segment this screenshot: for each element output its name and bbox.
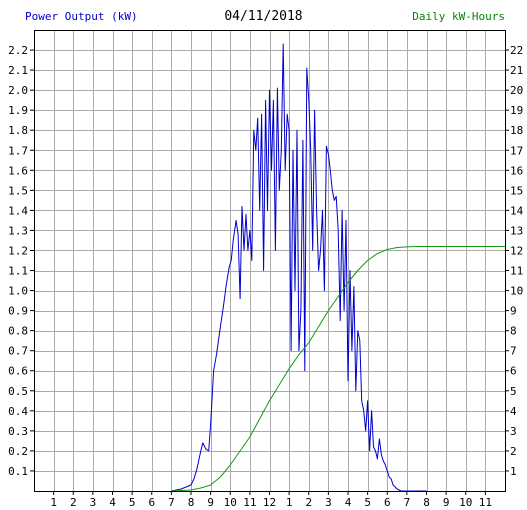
right-tick-label: 22 <box>510 44 523 57</box>
left-tick-label: 0.6 <box>8 365 28 378</box>
right-axis-title: Daily kW-Hours <box>412 10 505 23</box>
left-tick-label: 2.1 <box>8 64 28 77</box>
x-tick-label: 2 <box>305 496 312 509</box>
x-tick-label: 11 <box>243 496 256 509</box>
left-tick-label: 0.2 <box>8 445 28 458</box>
x-tick-label: 7 <box>404 496 411 509</box>
left-tick-label: 1.4 <box>8 204 28 217</box>
x-tick-label: 5 <box>129 496 136 509</box>
x-tick-label: 9 <box>443 496 450 509</box>
right-tick-label: 21 <box>510 64 523 77</box>
x-tick-label: 10 <box>224 496 237 509</box>
left-tick-label: 1.7 <box>8 144 28 157</box>
left-tick-label: 0.7 <box>8 345 28 358</box>
x-tick-label: 12 <box>263 496 276 509</box>
x-axis-ticks: 1 2 3 4 5 6 7 8 9 10 11 12 1 2 3 4 5 6 7 8 9 10 11 <box>50 491 492 509</box>
x-tick-label: 5 <box>364 496 371 509</box>
right-tick-label: 4 <box>510 405 517 418</box>
x-tick-label: 6 <box>148 496 155 509</box>
right-tick-label: 11 <box>510 265 523 278</box>
right-tick-label: 14 <box>510 204 524 217</box>
x-tick-label: 1 <box>50 496 57 509</box>
right-tick-label: 13 <box>510 224 523 237</box>
x-tick-label: 2 <box>70 496 77 509</box>
right-tick-label: 7 <box>510 345 517 358</box>
left-tick-label: 1.2 <box>8 244 28 257</box>
right-tick-label: 19 <box>510 104 523 117</box>
left-tick-label: 0.8 <box>8 325 28 338</box>
right-tick-label: 18 <box>510 124 523 137</box>
left-tick-label: 1.6 <box>8 164 28 177</box>
left-tick-label: 1.9 <box>8 104 28 117</box>
right-tick-label: 15 <box>510 184 523 197</box>
left-tick-label: 0.5 <box>8 385 28 398</box>
x-tick-label: 8 <box>188 496 195 509</box>
x-tick-label: 8 <box>423 496 430 509</box>
x-tick-label: 4 <box>109 496 116 509</box>
x-tick-label: 11 <box>479 496 492 509</box>
right-tick-label: 20 <box>510 84 523 97</box>
right-tick-label: 8 <box>510 325 517 338</box>
left-tick-label: 0.9 <box>8 305 28 318</box>
x-tick-label: 6 <box>384 496 391 509</box>
right-tick-label: 2 <box>510 445 517 458</box>
x-tick-label: 1 <box>286 496 293 509</box>
chart-date: 04/11/2018 <box>224 9 303 24</box>
right-tick-label: 9 <box>510 305 517 318</box>
right-tick-label: 12 <box>510 244 523 257</box>
left-tick-label: 1.0 <box>8 285 28 298</box>
x-tick-label: 4 <box>345 496 352 509</box>
right-tick-label: 1 <box>510 465 517 478</box>
left-tick-label: 1.3 <box>8 224 28 237</box>
right-tick-label: 17 <box>510 144 523 157</box>
right-tick-label: 16 <box>510 164 523 177</box>
right-tick-label: 5 <box>510 385 517 398</box>
left-tick-label: 1.1 <box>8 265 28 278</box>
plot-frame <box>34 30 506 492</box>
left-tick-label: 0.1 <box>8 465 28 478</box>
left-tick-label: 2.2 <box>8 44 28 57</box>
left-tick-label: 2.0 <box>8 84 28 97</box>
x-tick-label: 3 <box>90 496 97 509</box>
series-lines <box>171 43 505 492</box>
x-tick-label: 9 <box>207 496 214 509</box>
left-tick-label: 1.8 <box>8 124 28 137</box>
right-tick-label: 10 <box>510 285 523 298</box>
left-axis-ticks: 0.1 0.2 0.3 0.4 0.5 0.6 0.7 0.8 0.9 1.0 1.1 1.2 1.3 1… <box>8 44 34 478</box>
x-tick-label: 10 <box>459 496 472 509</box>
left-axis-title: Power Output (kW) <box>25 10 138 23</box>
daily-kwh-line <box>171 246 505 492</box>
left-tick-label: 0.3 <box>8 425 28 438</box>
left-tick-label: 0.4 <box>8 405 28 418</box>
right-tick-label: 3 <box>510 425 517 438</box>
x-tick-label: 3 <box>325 496 332 509</box>
left-tick-label: 1.5 <box>8 184 28 197</box>
power-output-line <box>171 43 427 492</box>
right-tick-label: 6 <box>510 365 517 378</box>
x-tick-label: 7 <box>168 496 175 509</box>
